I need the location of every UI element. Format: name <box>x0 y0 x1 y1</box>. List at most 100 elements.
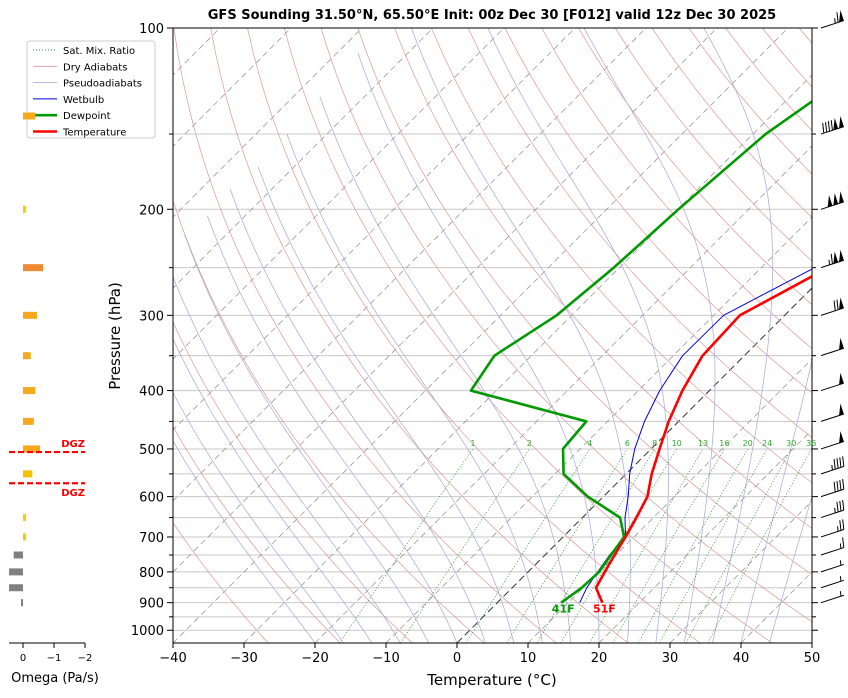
omega-bar <box>23 514 26 521</box>
barb-flag <box>834 459 835 469</box>
mixing-ratio-label: 4 <box>587 439 592 448</box>
wind-barbs <box>821 10 844 603</box>
omega-bar <box>23 470 32 477</box>
barb-half-flag <box>840 591 841 596</box>
y-tick-label: 900 <box>139 597 164 612</box>
pseudoadiabat <box>148 278 372 643</box>
mixing-ratio-label: 8 <box>652 439 657 448</box>
mixing-ratio-label: 10 <box>672 439 682 448</box>
barb-pennant <box>839 338 844 350</box>
barb-flag <box>834 301 835 311</box>
barb-flag <box>843 537 844 547</box>
isotherm-line <box>812 28 848 643</box>
barb-pennant <box>839 297 844 309</box>
omega-tick-label: −2 <box>78 653 93 664</box>
barb-half-flag <box>829 260 830 265</box>
wind-barb <box>821 456 844 474</box>
dry-adiabat <box>836 28 848 643</box>
barb-flag <box>834 482 835 492</box>
barb-flag <box>840 501 841 511</box>
barb-staff <box>821 489 844 496</box>
barb-flag <box>843 500 844 510</box>
omega-bar <box>23 206 26 213</box>
barb-staff <box>821 202 844 209</box>
barb-flag <box>843 519 844 529</box>
mixing-ratio-label: 20 <box>743 439 753 448</box>
omega-bar <box>21 599 23 606</box>
omega-bar <box>23 533 26 540</box>
plot-frame <box>173 28 812 643</box>
omega-tick-label: 0 <box>20 653 26 664</box>
barb-pennant <box>828 195 833 207</box>
y-tick-label: 600 <box>139 491 164 506</box>
surface-label: 51F <box>593 603 616 616</box>
barb-flag <box>823 123 824 133</box>
y-tick-label: 200 <box>139 203 164 218</box>
dry-adiabat <box>652 28 848 643</box>
barb-pennant <box>839 250 844 262</box>
pseudoadiabat <box>411 28 630 643</box>
mixing-ratio-label: 16 <box>719 439 729 448</box>
barb-half-flag <box>840 560 841 565</box>
legend-label: Dry Adiabats <box>63 62 127 73</box>
x-axis-label: Temperature (°C) <box>426 671 556 689</box>
omega-bar <box>9 584 23 591</box>
barb-flag <box>843 479 844 489</box>
y-tick-label: 400 <box>139 385 164 400</box>
barb-staff <box>821 442 844 449</box>
pseudoadiabat <box>741 28 845 643</box>
barb-staff <box>821 414 844 421</box>
mixing-ratio-label: 2 <box>527 439 532 448</box>
x-tick-label: −20 <box>301 651 328 666</box>
x-tick-label: −30 <box>230 651 257 666</box>
mixing-ratio-line <box>401 449 530 643</box>
omega-bar <box>23 264 43 271</box>
barb-flag <box>837 12 838 22</box>
barb-pennant <box>839 431 844 443</box>
barb-pennant <box>839 191 844 203</box>
x-tick-label: 10 <box>520 651 537 666</box>
barb-flag <box>840 480 841 490</box>
omega-bar <box>9 568 23 575</box>
omega-bar <box>23 418 34 425</box>
wind-barb <box>821 560 844 572</box>
legend-label: Pseudoadiabats <box>63 79 142 90</box>
x-tick-label: 20 <box>591 651 608 666</box>
pseudoadiabat <box>320 97 571 643</box>
surface-label: 41F <box>552 603 575 616</box>
dry-adiabat <box>248 28 701 643</box>
isotherm-line <box>741 28 848 643</box>
x-tick-label: 40 <box>733 651 750 666</box>
isotherm-line <box>670 28 848 643</box>
legend-label: Wetbulb <box>63 95 104 106</box>
barb-staff <box>821 595 844 602</box>
omega-axis-label: Omega (Pa/s) <box>11 671 99 686</box>
wind-barb <box>821 338 844 356</box>
barb-flag <box>840 457 841 467</box>
wind-barb <box>821 116 844 134</box>
barb-pennant <box>833 193 838 205</box>
mixing-ratio-label: 13 <box>698 439 708 448</box>
barb-staff <box>821 580 844 587</box>
dgz-label: DGZ <box>61 439 85 450</box>
y-tick-label: 100 <box>139 22 164 37</box>
y-tick-label: 700 <box>139 531 164 546</box>
wind-barb <box>821 500 844 518</box>
barb-half-flag <box>835 18 836 23</box>
barb-staff <box>821 348 844 355</box>
wind-barb <box>821 431 844 449</box>
dry-adiabat <box>395 28 848 643</box>
isotherm-line <box>244 28 848 643</box>
barb-staff <box>821 564 844 571</box>
mixing-ratio-line <box>340 449 473 643</box>
barb-staff <box>821 530 844 537</box>
x-tick-label: −10 <box>372 651 399 666</box>
omega-bar <box>23 352 31 359</box>
omega-tick-label: −1 <box>47 653 62 664</box>
barb-half-flag <box>832 465 833 470</box>
mixing-ratio-label: 24 <box>762 439 772 448</box>
barb-pennant <box>833 252 838 264</box>
wind-barb <box>821 519 844 537</box>
